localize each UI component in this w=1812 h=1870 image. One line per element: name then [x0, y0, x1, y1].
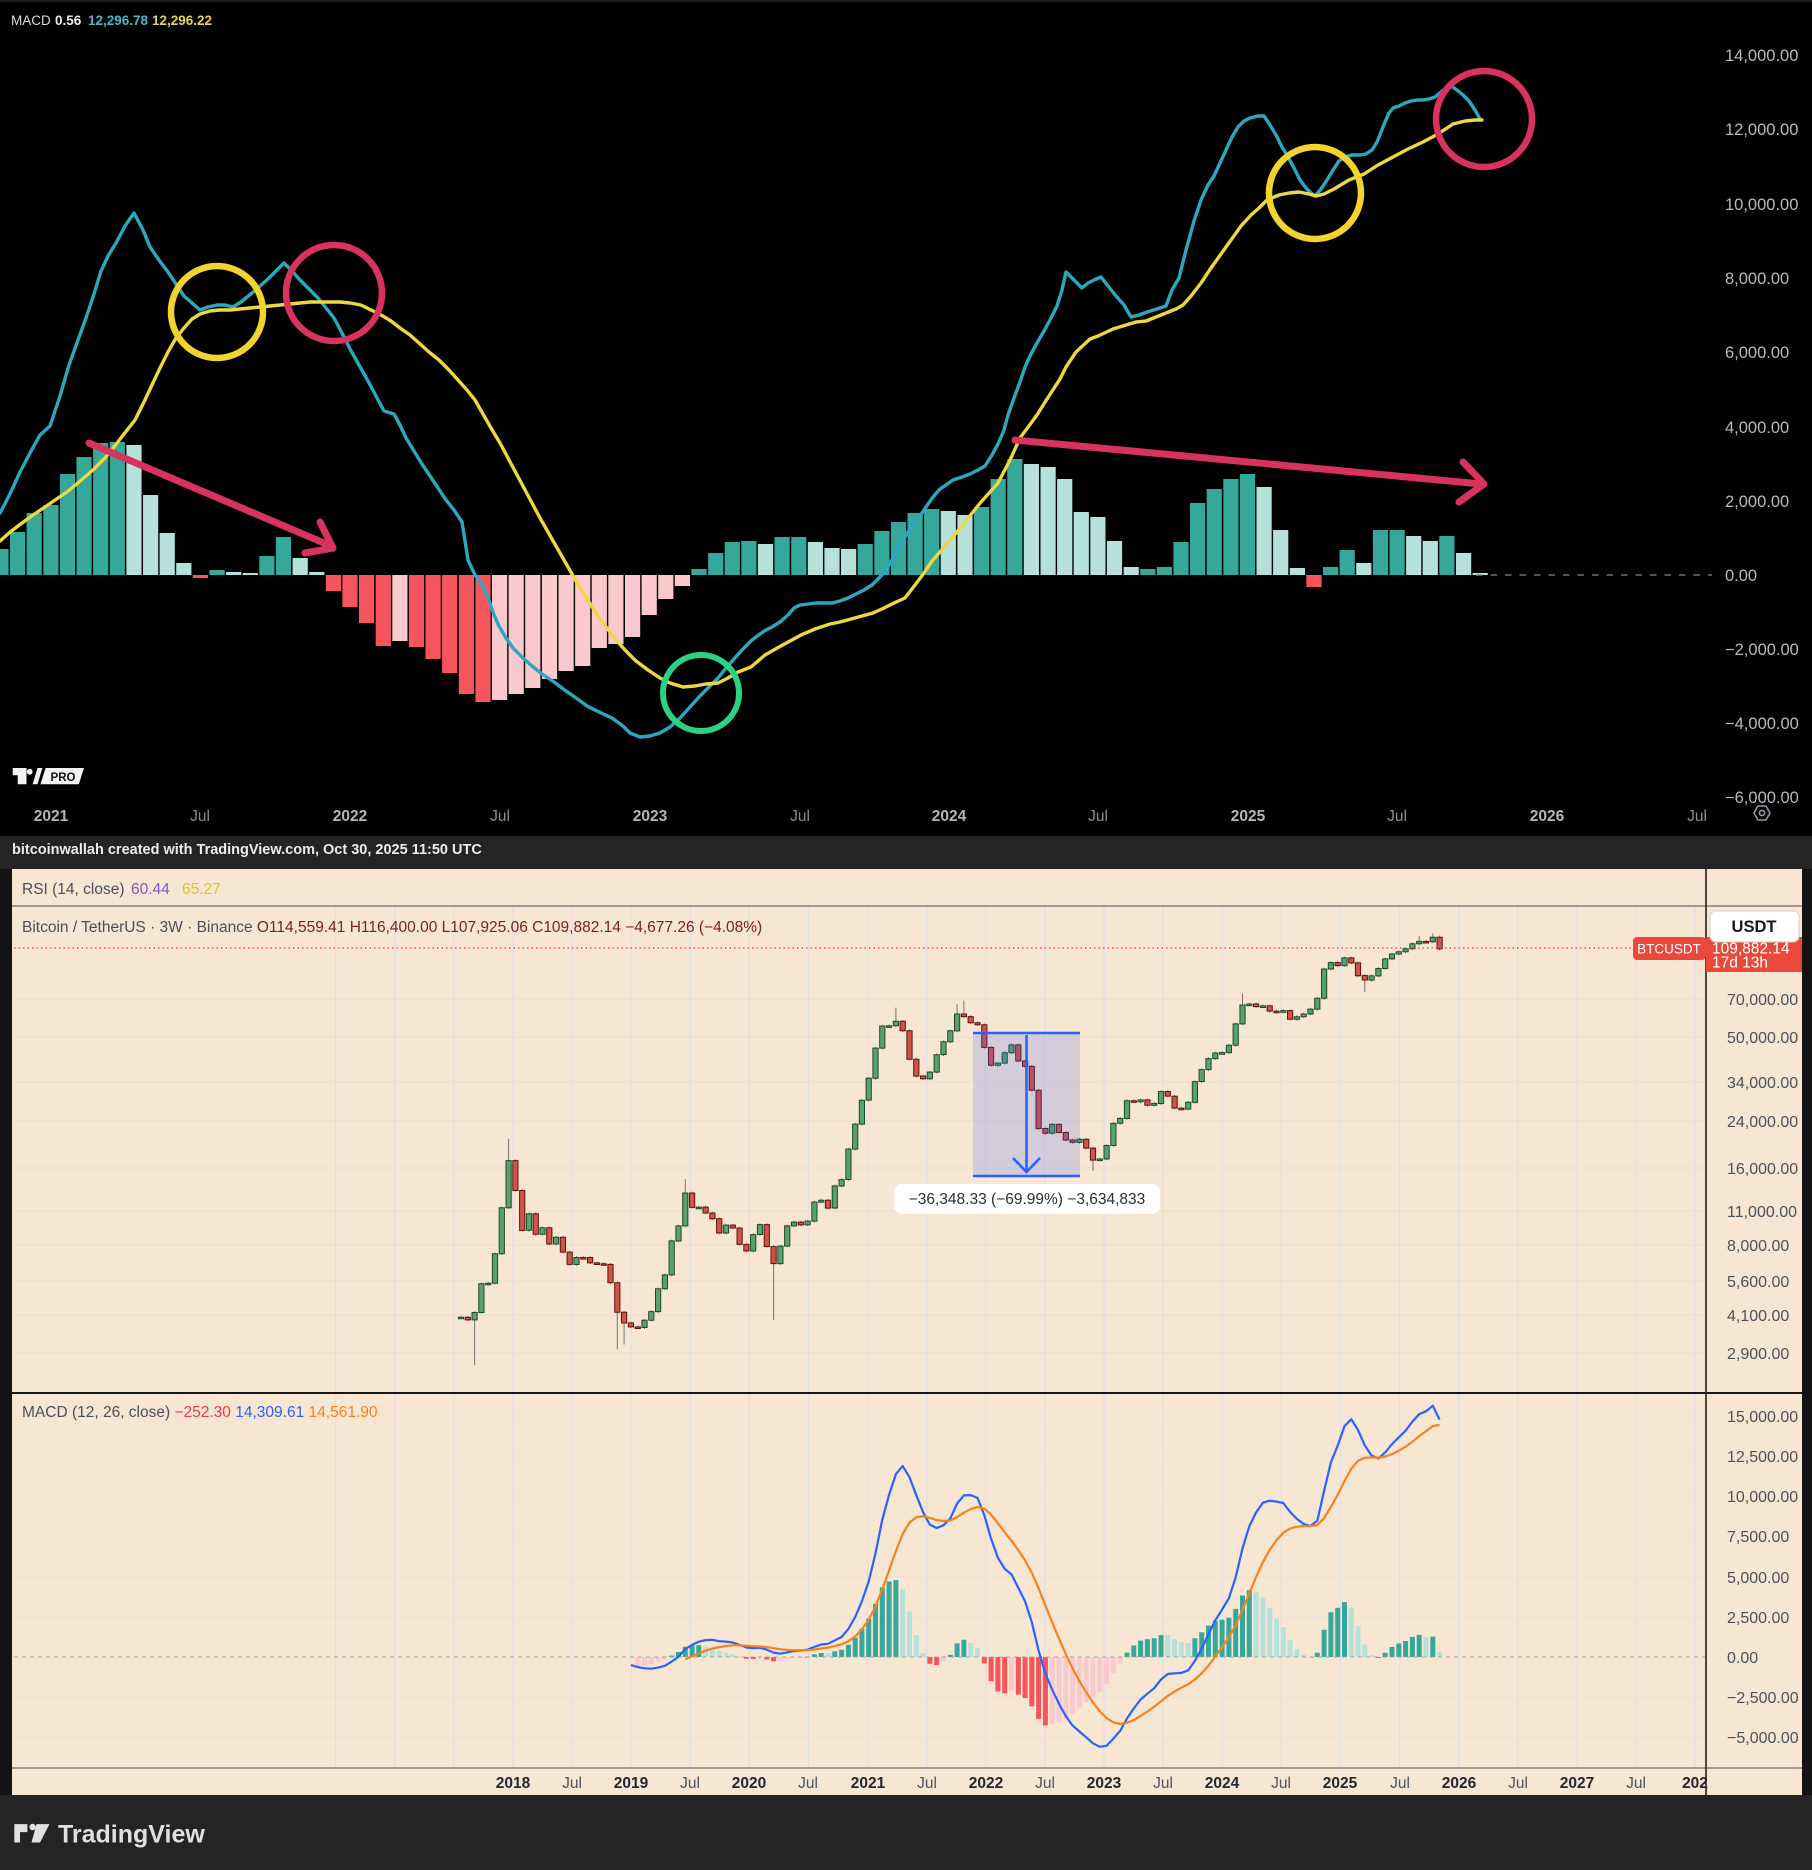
svg-text:10,000.00: 10,000.00 — [1725, 196, 1798, 214]
svg-text:8,000.00: 8,000.00 — [1727, 1238, 1789, 1255]
svg-text:−2,500.00: −2,500.00 — [1727, 1690, 1799, 1707]
svg-text:Jul: Jul — [1271, 1775, 1291, 1792]
svg-text:70,000.00: 70,000.00 — [1727, 992, 1798, 1009]
svg-text:Jul: Jul — [1390, 1775, 1410, 1792]
svg-text:TradingView: TradingView — [58, 1820, 205, 1848]
svg-text:RSI (14, close): RSI (14, close) — [22, 881, 125, 898]
svg-text:17d 13h: 17d 13h — [1712, 955, 1768, 972]
svg-text:2024: 2024 — [932, 808, 967, 825]
svg-text:2021: 2021 — [34, 808, 69, 825]
svg-text:−2,000.00: −2,000.00 — [1725, 641, 1799, 659]
svg-text:7,500.00: 7,500.00 — [1727, 1529, 1789, 1546]
svg-text:−4,000.00: −4,000.00 — [1725, 715, 1799, 733]
svg-text:−36,348.33 (−69.99%) −3,634,83: −36,348.33 (−69.99%) −3,634,833 — [909, 1191, 1146, 1208]
svg-text:Jul: Jul — [917, 1775, 937, 1792]
svg-text:Jul: Jul — [1387, 808, 1407, 825]
svg-text:Jul: Jul — [190, 808, 210, 825]
svg-text:4,100.00: 4,100.00 — [1727, 1308, 1789, 1325]
svg-text:2025: 2025 — [1323, 1775, 1358, 1792]
svg-text:10,000.00: 10,000.00 — [1727, 1489, 1798, 1506]
svg-text:0.00: 0.00 — [1725, 567, 1757, 585]
svg-text:Jul: Jul — [1508, 1775, 1528, 1792]
svg-text:2023: 2023 — [633, 808, 668, 825]
svg-text:16,000.00: 16,000.00 — [1727, 1161, 1798, 1178]
svg-text:Jul: Jul — [562, 1775, 582, 1792]
svg-text:8,000.00: 8,000.00 — [1725, 270, 1789, 288]
svg-text:Bitcoin / TetherUS · 3W · Bina: Bitcoin / TetherUS · 3W · Binance O114,5… — [22, 919, 762, 936]
svg-text:MACD: MACD — [11, 13, 51, 28]
svg-text:2,500.00: 2,500.00 — [1727, 1610, 1789, 1627]
svg-text:Jul: Jul — [1088, 808, 1108, 825]
svg-text:USDT: USDT — [1732, 918, 1777, 936]
svg-text:65.27: 65.27 — [182, 881, 221, 898]
svg-text:Jul: Jul — [1153, 1775, 1173, 1792]
svg-text:2020: 2020 — [732, 1775, 766, 1792]
svg-text:Jul: Jul — [798, 1775, 818, 1792]
svg-text:5,600.00: 5,600.00 — [1727, 1274, 1789, 1291]
svg-text:2,900.00: 2,900.00 — [1727, 1346, 1789, 1363]
svg-text:5,000.00: 5,000.00 — [1727, 1570, 1789, 1587]
svg-text:BTCUSDT: BTCUSDT — [1637, 942, 1701, 957]
svg-text:12,296.78: 12,296.78 — [88, 13, 149, 28]
svg-text:2024: 2024 — [1205, 1775, 1240, 1792]
svg-text:2026: 2026 — [1530, 808, 1565, 825]
svg-text:12,296.22: 12,296.22 — [152, 13, 212, 28]
svg-text:MACD (12, 26, close) −252.30: MACD (12, 26, close) −252.30 14,309.61 1… — [22, 1404, 378, 1421]
svg-text:109,882.14: 109,882.14 — [1712, 941, 1790, 958]
svg-text:50,000.00: 50,000.00 — [1727, 1030, 1798, 1047]
svg-text:34,000.00: 34,000.00 — [1727, 1075, 1798, 1092]
svg-text:0.00: 0.00 — [1727, 1650, 1758, 1667]
svg-text:Jul: Jul — [1626, 1775, 1646, 1792]
svg-text:202: 202 — [1682, 1775, 1708, 1792]
svg-text:0.56: 0.56 — [55, 13, 82, 28]
svg-text:60.44: 60.44 — [131, 881, 170, 898]
svg-text:PRO: PRO — [51, 772, 76, 784]
svg-text:2026: 2026 — [1442, 1775, 1477, 1792]
svg-text:Jul: Jul — [490, 808, 510, 825]
svg-text:2022: 2022 — [969, 1775, 1003, 1792]
svg-text:11,000.00: 11,000.00 — [1727, 1204, 1797, 1221]
svg-text:2018: 2018 — [496, 1775, 531, 1792]
svg-text:15,000.00: 15,000.00 — [1727, 1409, 1798, 1426]
svg-text:2023: 2023 — [1087, 1775, 1122, 1792]
svg-text:24,000.00: 24,000.00 — [1727, 1114, 1798, 1131]
svg-text:Jul: Jul — [680, 1775, 700, 1792]
svg-text:Jul: Jul — [1687, 808, 1707, 825]
svg-text:14,000.00: 14,000.00 — [1725, 47, 1798, 65]
svg-text:2022: 2022 — [333, 808, 367, 825]
svg-text:−6,000.00: −6,000.00 — [1725, 789, 1799, 807]
svg-text:12,500.00: 12,500.00 — [1727, 1449, 1798, 1466]
svg-text:2019: 2019 — [614, 1775, 649, 1792]
svg-text:Jul: Jul — [1035, 1775, 1055, 1792]
svg-text:4,000.00: 4,000.00 — [1725, 419, 1789, 437]
svg-text:2,000.00: 2,000.00 — [1725, 493, 1789, 511]
svg-text:Jul: Jul — [790, 808, 810, 825]
svg-text:6,000.00: 6,000.00 — [1725, 344, 1789, 362]
svg-text:2027: 2027 — [1560, 1775, 1594, 1792]
svg-text:2021: 2021 — [851, 1775, 886, 1792]
svg-text:2025: 2025 — [1231, 808, 1266, 825]
svg-text:12,000.00: 12,000.00 — [1725, 121, 1798, 139]
svg-text:−5,000.00: −5,000.00 — [1727, 1730, 1799, 1747]
